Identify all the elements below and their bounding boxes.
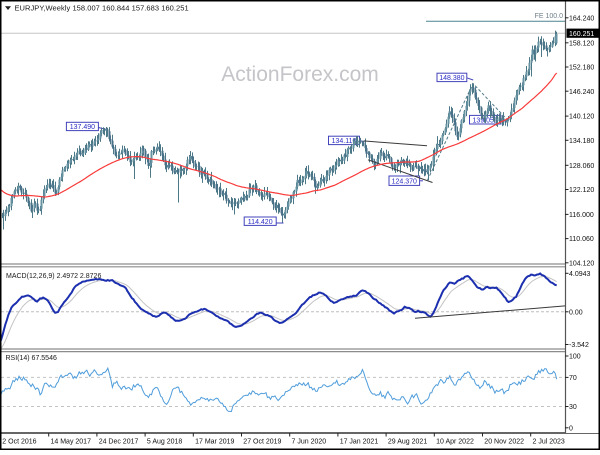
svg-text:FE 100.0: FE 100.0 [535, 13, 564, 20]
svg-text:160.251: 160.251 [569, 31, 594, 38]
svg-text:7 Jun 2020: 7 Jun 2020 [292, 439, 327, 446]
svg-text:148.380: 148.380 [439, 75, 464, 82]
svg-text:137.490: 137.490 [70, 124, 95, 131]
svg-text:20 Nov 2022: 20 Nov 2022 [484, 439, 524, 446]
svg-text:ActionForex.com: ActionForex.com [221, 63, 379, 86]
svg-text:0: 0 [569, 425, 573, 432]
svg-text:152.180: 152.180 [569, 65, 594, 72]
svg-text:17 Jan 2021: 17 Jan 2021 [340, 439, 379, 446]
svg-text:10 Apr 2022: 10 Apr 2022 [436, 439, 474, 446]
svg-text:30: 30 [569, 404, 577, 411]
svg-text:29 Aug 2021: 29 Aug 2021 [388, 439, 427, 446]
svg-text:-3.542: -3.542 [569, 342, 589, 349]
svg-text:2 Jul 2023: 2 Jul 2023 [533, 439, 565, 446]
svg-text:27 Oct 2019: 27 Oct 2019 [243, 439, 281, 446]
svg-text:104.120: 104.120 [569, 260, 594, 267]
svg-text:122.120: 122.120 [569, 187, 594, 194]
svg-text:140.120: 140.120 [569, 114, 594, 121]
svg-text:134.180: 134.180 [569, 138, 594, 145]
svg-text:128.060: 128.060 [569, 163, 594, 170]
svg-text:124.370: 124.370 [392, 179, 417, 186]
svg-text:100: 100 [569, 354, 581, 361]
svg-text:0.00: 0.00 [569, 309, 583, 316]
svg-text:146.240: 146.240 [569, 89, 594, 96]
svg-text:158.120: 158.120 [569, 40, 594, 47]
svg-text:MACD(12,26,9) 2.4972 2.8726: MACD(12,26,9) 2.4972 2.8726 [6, 273, 101, 280]
svg-text:164.240: 164.240 [569, 15, 594, 22]
svg-text:110.060: 110.060 [569, 236, 594, 243]
svg-text:14 May 2017: 14 May 2017 [51, 439, 92, 446]
svg-text:5 Aug 2018: 5 Aug 2018 [147, 439, 183, 446]
svg-text:24 Dec 2017: 24 Dec 2017 [99, 439, 139, 446]
svg-text:114.420: 114.420 [248, 219, 273, 226]
svg-text:70: 70 [569, 375, 577, 382]
svg-text:4.0943: 4.0943 [569, 271, 591, 278]
svg-text:17 Mar 2019: 17 Mar 2019 [195, 439, 234, 446]
svg-text:116.000: 116.000 [569, 212, 594, 219]
svg-text:2 Oct 2016: 2 Oct 2016 [2, 439, 36, 446]
svg-text:EURJPY,Weekly 158.007 160.844: EURJPY,Weekly 158.007 160.844 157.683 16… [15, 4, 189, 13]
svg-text:RSI(14) 67.5546: RSI(14) 67.5546 [6, 355, 57, 362]
